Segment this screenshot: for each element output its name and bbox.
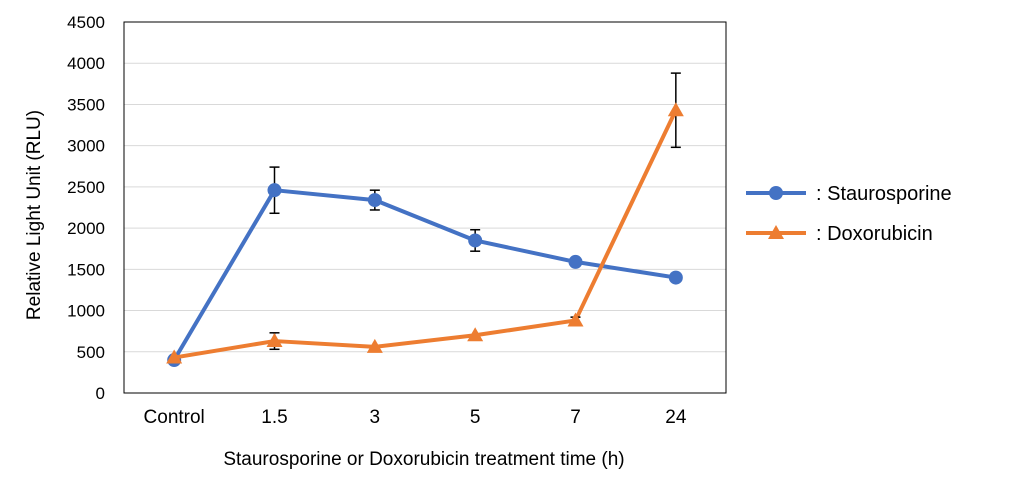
legend-marker [768, 225, 784, 239]
legend-marker [769, 186, 783, 200]
data-point [166, 349, 183, 364]
legend-item: : Doxorubicin [746, 223, 933, 245]
data-point [567, 312, 584, 327]
y-tick-label: 1500 [67, 260, 105, 279]
y-tick-label: 500 [77, 343, 105, 362]
gridlines [124, 62, 726, 353]
legend: : Staurosporine : Doxorubicin [746, 183, 952, 245]
x-tick-label: 1.5 [261, 407, 287, 428]
plot-area [123, 21, 727, 394]
data-point [568, 254, 583, 269]
legend-label: : Staurosporine [816, 183, 952, 205]
x-axis-label: Staurosporine or Doxorubicin treatment t… [223, 449, 624, 470]
legend-item: : Staurosporine [746, 183, 952, 205]
data-point [468, 233, 483, 248]
y-tick-label: 4000 [67, 54, 105, 73]
y-tick-label: 2000 [67, 219, 105, 238]
y-tick-label: 3500 [67, 95, 105, 114]
data-point [467, 327, 484, 342]
x-tick-label: 7 [570, 407, 581, 428]
x-tick-label: Control [144, 407, 205, 428]
data-point [266, 333, 283, 348]
y-axis-label: Relative Light Unit (RLU) [24, 110, 45, 320]
series-line [172, 108, 678, 360]
y-tick-label: 0 [96, 384, 105, 403]
series-line [172, 188, 678, 363]
y-tick-label: 3000 [67, 137, 105, 156]
x-tick-label: 3 [370, 407, 381, 428]
x-axis-ticks: Control 1.5 3 5 7 24 [144, 407, 687, 428]
data-point [366, 338, 383, 353]
x-tick-label: 24 [665, 407, 687, 428]
data-point [667, 102, 684, 117]
y-tick-label: 1000 [67, 302, 105, 321]
legend-label: : Doxorubicin [816, 223, 933, 245]
series [166, 72, 684, 368]
data-point [267, 183, 282, 198]
series-1 [166, 72, 684, 364]
data-point [668, 270, 683, 285]
y-tick-label: 2500 [67, 178, 105, 197]
y-axis-ticks: 0 500 1000 1500 2000 2500 3000 3500 4000 4500 [67, 13, 105, 403]
series-0 [167, 166, 683, 368]
y-tick-label: 4500 [67, 13, 105, 32]
data-point [367, 193, 382, 208]
x-tick-label: 5 [470, 407, 481, 428]
